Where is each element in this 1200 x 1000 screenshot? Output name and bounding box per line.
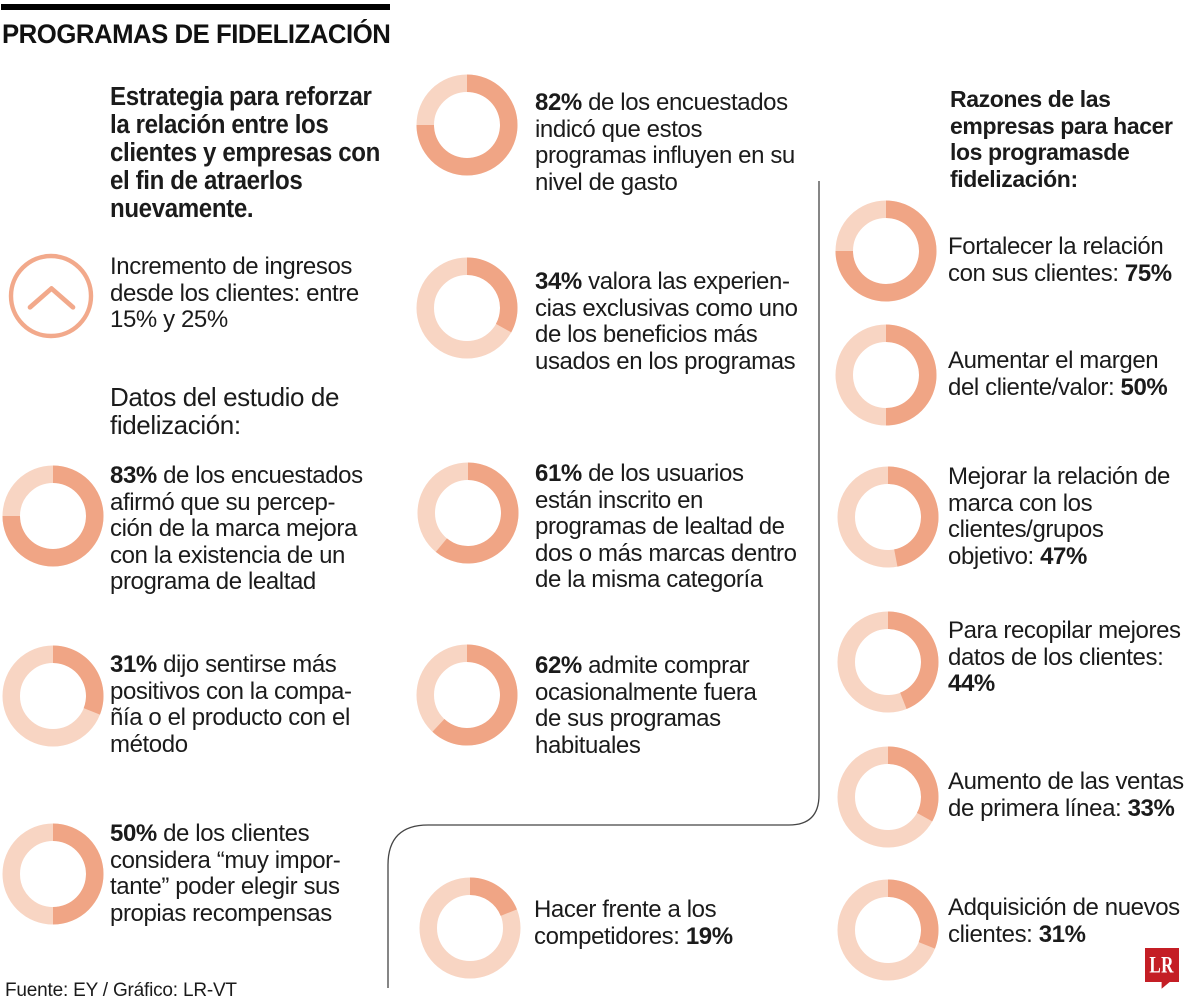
svg-text:LR: LR xyxy=(1149,952,1174,978)
